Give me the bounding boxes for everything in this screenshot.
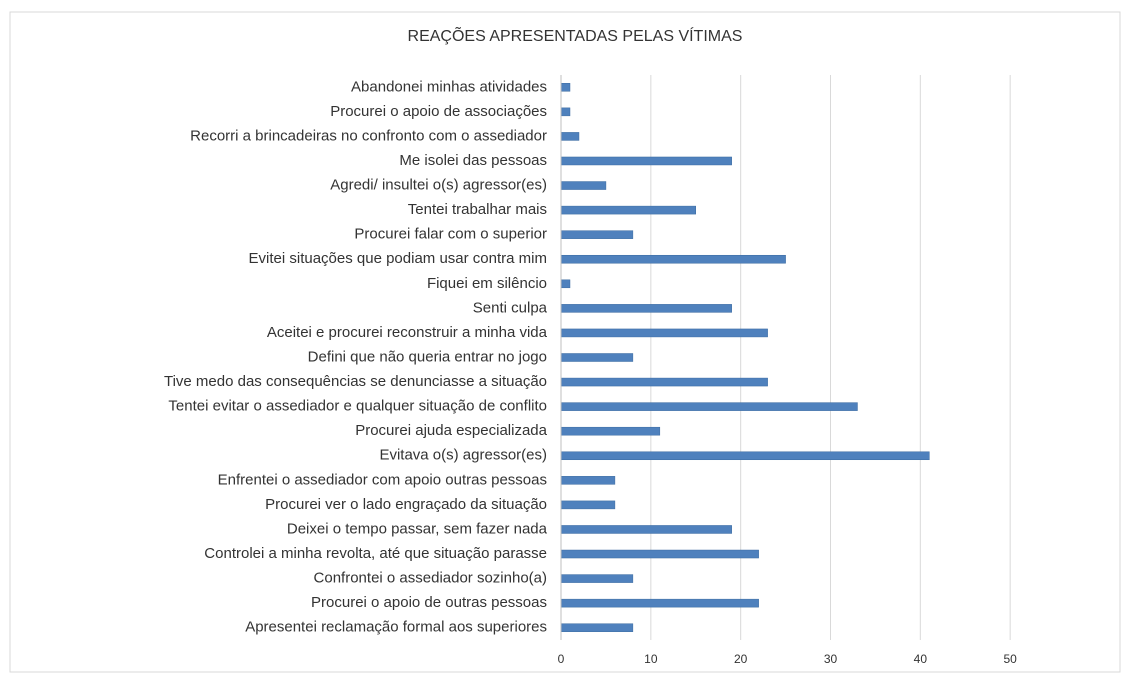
bar (560, 476, 616, 485)
x-tick-label: 10 (644, 652, 658, 666)
bar (560, 304, 732, 313)
y-tick-label: Recorri a brincadeiras no confronto com … (190, 127, 547, 144)
y-tick-label: Procurei falar com o superior (354, 226, 547, 243)
chart-title: REAÇÕES APRESENTADAS PELAS VÍTIMAS (408, 25, 743, 45)
y-tick-label: Procurei o apoio de associações (330, 103, 547, 120)
x-tick-label: 50 (1003, 652, 1017, 666)
bar (560, 525, 732, 534)
chart-frame (9, 11, 1121, 673)
x-tick-label: 20 (734, 652, 748, 666)
bar (560, 132, 580, 141)
y-tick-label: Agredi/ insultei o(s) agressor(es) (330, 177, 547, 194)
x-tick-label: 0 (558, 652, 565, 666)
y-tick-label: Tentei evitar o assediador e qualquer si… (168, 398, 547, 415)
y-tick-label: Procurei o apoio de outras pessoas (311, 594, 547, 611)
bar (560, 598, 759, 608)
bar (560, 402, 858, 411)
y-tick-label: Evitei situações que podiam usar contra … (249, 250, 547, 267)
y-tick-label: Procurei ajuda especializada (355, 422, 547, 439)
bar (560, 623, 634, 632)
y-tick-label: Aceitei e procurei reconstruir a minha v… (267, 324, 548, 341)
y-tick-label: Controlei a minha revolta, até que situa… (204, 545, 547, 562)
bar (560, 279, 571, 289)
bar (560, 156, 732, 166)
y-tick-label: Defini que não queria entrar no jogo (308, 348, 547, 365)
bar (560, 107, 571, 117)
y-tick-label: Abandonei minhas atividades (351, 78, 547, 95)
bar (560, 574, 634, 583)
y-tick-label: Fiquei em silêncio (427, 275, 547, 292)
y-tick-label: Me isolei das pessoas (399, 152, 547, 169)
bar (560, 254, 786, 264)
bar (560, 500, 616, 510)
y-tick-label: Procurei ver o lado engraçado da situaçã… (265, 496, 547, 513)
y-tick-label: Deixei o tempo passar, sem fazer nada (287, 520, 548, 537)
y-tick-label: Enfrentei o assediador com apoio outras … (218, 471, 547, 488)
bar (560, 377, 768, 387)
bar (560, 426, 661, 436)
y-tick-label: Tive medo das consequências se denuncias… (164, 373, 547, 390)
y-tick-label: Evitava o(s) agressor(es) (379, 447, 547, 464)
x-tick-label: 40 (914, 652, 928, 666)
bar (560, 451, 930, 461)
bar (560, 328, 768, 338)
bar (560, 83, 571, 92)
x-tick-label: 30 (824, 652, 838, 666)
y-tick-label: Confrontei o assediador sozinho(a) (314, 570, 547, 587)
y-tick-label: Senti culpa (473, 299, 548, 316)
y-tick-label: Apresentei reclamação formal aos superio… (245, 619, 547, 636)
bar (560, 205, 696, 215)
y-tick-label: Tentei trabalhar mais (408, 201, 547, 218)
bar (560, 549, 759, 559)
bar (560, 353, 634, 362)
bar (560, 230, 634, 239)
bar (560, 181, 607, 190)
